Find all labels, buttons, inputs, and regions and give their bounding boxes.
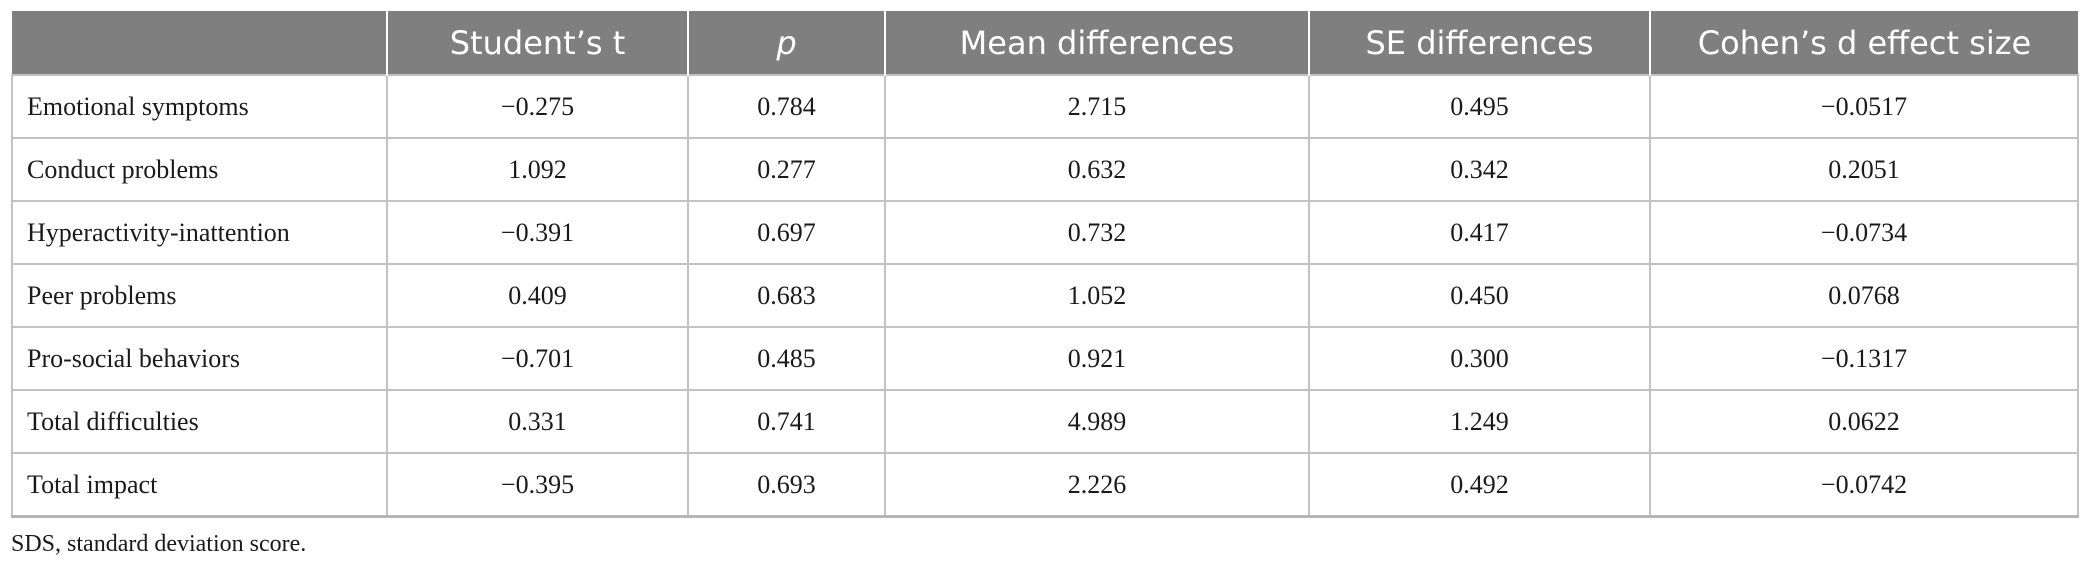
cell-students-t: −0.395 [386,452,689,518]
header-row: Student’s t p Mean differences SE differ… [12,11,2078,75]
cell-se-differences: 0.450 [1308,263,1651,328]
cell-students-t: 0.409 [386,263,689,328]
cell-students-t: −0.701 [386,326,689,391]
cell-cohens-d: −0.0742 [1649,452,2079,518]
cell-students-t: −0.275 [386,74,689,139]
row-label: Pro-social behaviors [11,326,388,391]
cell-p: 0.485 [687,326,886,391]
cell-p: 0.683 [687,263,886,328]
cell-mean-differences: 0.632 [884,137,1310,202]
cell-cohens-d: −0.1317 [1649,326,2079,391]
cell-mean-differences: 2.715 [884,74,1310,139]
header-p: p [687,11,886,75]
cell-mean-differences: 2.226 [884,452,1310,518]
cell-mean-differences: 0.921 [884,326,1310,391]
results-table: Student’s t p Mean differences SE differ… [11,11,2079,518]
row-label: Total impact [11,452,388,518]
table-row: Pro-social behaviors −0.701 0.485 0.921 … [11,326,2079,391]
cell-se-differences: 0.300 [1308,326,1651,391]
table-row: Peer problems 0.409 0.683 1.052 0.450 0.… [11,263,2079,328]
cell-cohens-d: −0.0517 [1649,74,2079,139]
cell-p: 0.697 [687,200,886,265]
table-row: Hyperactivity-inattention −0.391 0.697 0… [11,200,2079,265]
cell-mean-differences: 1.052 [884,263,1310,328]
cell-cohens-d: 0.0768 [1649,263,2079,328]
row-label: Emotional symptoms [11,74,388,139]
cell-mean-differences: 0.732 [884,200,1310,265]
cell-se-differences: 0.495 [1308,74,1651,139]
table-row: Total difficulties 0.331 0.741 4.989 1.2… [11,389,2079,454]
cell-students-t: 0.331 [386,389,689,454]
cell-cohens-d: −0.0734 [1649,200,2079,265]
header-students-t: Student’s t [386,11,689,75]
cell-se-differences: 0.417 [1308,200,1651,265]
header-se-differences: SE differences [1308,11,1651,75]
row-label: Hyperactivity-inattention [11,200,388,265]
row-label: Total difficulties [11,389,388,454]
row-label: Peer problems [11,263,388,328]
cell-p: 0.693 [687,452,886,518]
table-row: Conduct problems 1.092 0.277 0.632 0.342… [11,137,2079,202]
header-mean-differences: Mean differences [884,11,1310,75]
cell-p: 0.741 [687,389,886,454]
cell-p: 0.277 [687,137,886,202]
row-label: Conduct problems [11,137,388,202]
cell-cohens-d: 0.2051 [1649,137,2079,202]
table-row: Emotional symptoms −0.275 0.784 2.715 0.… [11,74,2079,139]
cell-students-t: 1.092 [386,137,689,202]
cell-cohens-d: 0.0622 [1649,389,2079,454]
cell-mean-differences: 4.989 [884,389,1310,454]
cell-students-t: −0.391 [386,200,689,265]
table-footnote: SDS, standard deviation score. [11,531,307,557]
cell-se-differences: 0.342 [1308,137,1651,202]
table-row: Total impact −0.395 0.693 2.226 0.492 −0… [11,452,2079,518]
cell-se-differences: 0.492 [1308,452,1651,518]
cell-se-differences: 1.249 [1308,389,1651,454]
header-blank [12,11,388,75]
results-table-container: Student’s t p Mean differences SE differ… [11,11,2079,518]
header-cohens-d: Cohen’s d effect size [1649,11,2078,75]
cell-p: 0.784 [687,74,886,139]
